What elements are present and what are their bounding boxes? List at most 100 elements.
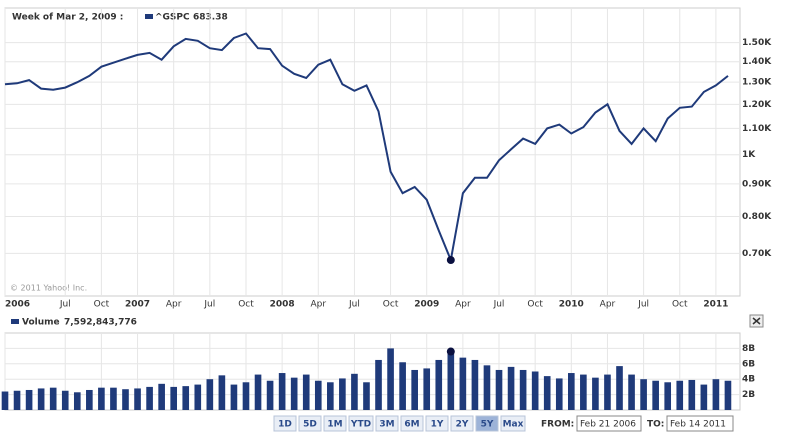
volume-bar — [302, 374, 310, 410]
range-button[interactable] — [323, 415, 347, 432]
y-tick-label: 1.50K — [742, 38, 772, 48]
legend-swatch — [145, 14, 153, 19]
volume-bar — [86, 389, 93, 410]
volume-bar — [13, 390, 21, 410]
x-tick-label: Oct — [672, 300, 688, 310]
volume-bar — [712, 379, 720, 410]
volume-tick-label: 4B — [742, 375, 755, 385]
volume-bar — [495, 369, 503, 410]
range-button[interactable] — [273, 415, 297, 432]
to-value: Feb 14 2011 — [670, 420, 726, 430]
volume-bar — [110, 387, 117, 410]
volume-bar — [471, 359, 479, 410]
volume-bar — [459, 357, 467, 410]
x-tick-label: Jul — [203, 300, 215, 310]
volume-bar — [158, 383, 165, 410]
y-tick-label: 1.40K — [742, 57, 772, 67]
range-button[interactable] — [298, 415, 322, 432]
volume-bar — [411, 369, 418, 410]
x-tick-label: Jul — [493, 300, 505, 310]
volume-bar — [351, 373, 358, 410]
volume-bar — [290, 377, 298, 410]
close-icon — [752, 317, 761, 325]
to-input[interactable] — [666, 415, 734, 432]
volume-bar — [134, 388, 141, 410]
range-label: 3M — [379, 420, 394, 430]
price-panel — [4, 7, 741, 297]
volume-tick-label: 2B — [742, 390, 755, 400]
price-line — [4, 32, 729, 264]
y-tick-label: 1.20K — [742, 100, 772, 110]
volume-bar — [363, 382, 370, 410]
volume-bar — [387, 348, 394, 410]
range-button[interactable] — [375, 415, 399, 432]
range-label: 1D — [278, 420, 292, 430]
volume-bar — [688, 379, 696, 410]
x-tick-label: Oct — [94, 300, 110, 310]
y-tick-label: 0.90K — [742, 179, 772, 189]
x-tick-label: Apr — [600, 300, 616, 310]
y-tick-label: 0.70K — [742, 249, 772, 259]
x-tick-label: 2006 — [5, 300, 30, 310]
volume-bar — [98, 387, 105, 410]
from-label: FROM: — [541, 420, 574, 430]
to-label: TO: — [647, 420, 664, 430]
range-button[interactable] — [475, 415, 499, 432]
x-tick-label: Jul — [637, 300, 649, 310]
range-label: 5D — [303, 420, 317, 430]
volume-bar — [676, 380, 684, 410]
range-button[interactable] — [500, 415, 526, 432]
volume-bar — [170, 386, 178, 410]
volume-bar — [580, 374, 587, 410]
x-tick-label: 2009 — [414, 300, 439, 310]
y-tick-label: 1.10K — [742, 124, 772, 134]
volume-bar — [194, 384, 202, 410]
volume-bar — [278, 373, 286, 410]
crosshair-date: Week of Mar 2, 2009 : — [12, 13, 123, 23]
volume-crosshair-dot — [446, 347, 455, 356]
x-tick-label: Jul — [348, 300, 360, 310]
y-tick-label: 1K — [742, 150, 756, 160]
range-button[interactable] — [425, 415, 449, 432]
x-tick-label: Oct — [238, 300, 254, 310]
volume-bar — [399, 362, 406, 410]
volume-bar — [1, 391, 9, 410]
y-tick-label: 0.80K — [742, 212, 772, 222]
volume-bar — [640, 379, 647, 410]
volume-bar — [724, 380, 732, 410]
volume-bar — [555, 378, 563, 410]
range-label: 1M — [327, 420, 342, 430]
volume-bar — [266, 380, 274, 410]
controls: 1D 5D 1M YTD 3M 6M 1Y 2Y 5Y Max FROM: Feb 21 2006 TO… — [273, 415, 734, 432]
volume-bar — [122, 389, 129, 410]
y-tick-label: 1.30K — [742, 78, 772, 88]
volume-bar — [507, 366, 515, 410]
volume-bar — [314, 380, 322, 410]
volume-value: 7,592,843,776 — [64, 318, 137, 328]
volume-bar — [616, 366, 623, 410]
x-tick-label: Apr — [310, 300, 326, 310]
volume-bar — [592, 377, 599, 410]
volume-bar — [567, 373, 575, 410]
volume-bar — [230, 384, 238, 410]
volume-bar — [61, 390, 69, 410]
volume-bar — [483, 365, 491, 410]
volume-bar — [218, 375, 226, 410]
volume-title: Volume — [22, 318, 60, 328]
volume-bar — [652, 380, 659, 410]
range-button[interactable] — [400, 415, 424, 432]
x-tick-label: 2008 — [270, 300, 295, 310]
grid: 2006 Jul Oct 2007 Apr Jul Oct 2008 Apr Jul Oct 2009… — [4, 8, 772, 410]
volume-bar — [37, 388, 45, 410]
range-button[interactable] — [348, 415, 374, 432]
x-tick-label: 2007 — [125, 300, 150, 310]
volume-tick-label: 8B — [742, 344, 755, 354]
copyright: © 2011 Yahoo! Inc. — [10, 284, 87, 293]
volume-bar — [375, 359, 382, 410]
volume-bar — [206, 379, 214, 410]
volume-bar — [73, 392, 81, 410]
range-button[interactable] — [450, 415, 474, 432]
volume-bar — [664, 382, 672, 410]
range-label: 6M — [404, 420, 419, 430]
from-input[interactable] — [576, 415, 642, 432]
